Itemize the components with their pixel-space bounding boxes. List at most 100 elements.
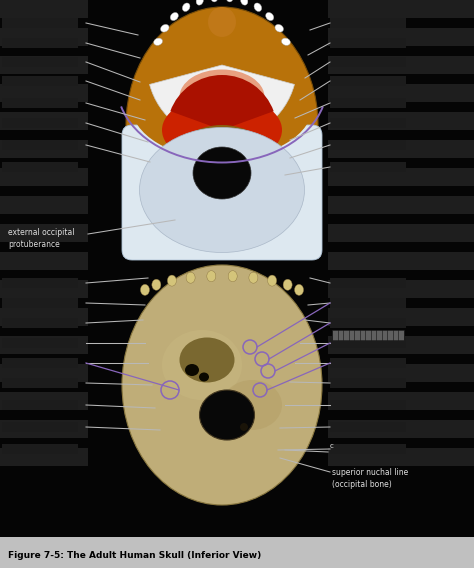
- Ellipse shape: [162, 95, 282, 165]
- Ellipse shape: [161, 24, 169, 32]
- Ellipse shape: [170, 12, 178, 20]
- Bar: [0, 140, 88, 158]
- Bar: [2, 76, 78, 86]
- Bar: [328, 84, 474, 102]
- Bar: [330, 76, 406, 86]
- Bar: [330, 358, 406, 368]
- Bar: [328, 140, 474, 158]
- Ellipse shape: [228, 271, 237, 282]
- Bar: [330, 118, 406, 128]
- Bar: [0, 252, 88, 270]
- Ellipse shape: [254, 3, 262, 11]
- Bar: [2, 298, 78, 308]
- Bar: [2, 378, 78, 388]
- Bar: [328, 168, 474, 186]
- Bar: [330, 140, 406, 150]
- Bar: [328, 56, 474, 74]
- Ellipse shape: [126, 7, 318, 243]
- Ellipse shape: [131, 51, 313, 159]
- Ellipse shape: [186, 272, 195, 283]
- Bar: [2, 118, 78, 128]
- Bar: [0, 84, 88, 102]
- Ellipse shape: [249, 272, 258, 283]
- Bar: [330, 278, 406, 288]
- Bar: [330, 400, 406, 410]
- Ellipse shape: [200, 390, 255, 440]
- Ellipse shape: [275, 24, 283, 32]
- Circle shape: [240, 423, 248, 431]
- Bar: [328, 196, 474, 214]
- Ellipse shape: [139, 127, 304, 253]
- Ellipse shape: [122, 265, 322, 505]
- Ellipse shape: [177, 125, 267, 185]
- Bar: [2, 278, 78, 288]
- Bar: [328, 280, 474, 298]
- Bar: [2, 444, 78, 454]
- Bar: [0, 56, 88, 74]
- Bar: [0, 448, 88, 466]
- Ellipse shape: [185, 364, 199, 376]
- Bar: [328, 364, 474, 382]
- Ellipse shape: [241, 0, 248, 5]
- Wedge shape: [170, 75, 273, 130]
- Bar: [330, 318, 406, 328]
- Ellipse shape: [268, 275, 277, 286]
- Bar: [330, 57, 406, 67]
- Bar: [2, 318, 78, 328]
- Bar: [0, 0, 88, 18]
- Ellipse shape: [282, 38, 290, 45]
- Bar: [0, 196, 88, 214]
- Bar: [0, 308, 88, 326]
- Bar: [330, 98, 406, 108]
- Bar: [328, 308, 474, 326]
- Ellipse shape: [222, 380, 282, 430]
- Bar: [328, 28, 474, 46]
- Bar: [330, 444, 406, 454]
- Ellipse shape: [140, 285, 149, 295]
- Ellipse shape: [167, 275, 176, 286]
- Bar: [0, 224, 88, 242]
- Bar: [0, 112, 88, 130]
- Ellipse shape: [226, 0, 233, 2]
- Bar: [2, 162, 78, 172]
- Text: external occipital
protuberance: external occipital protuberance: [8, 228, 74, 249]
- Bar: [2, 400, 78, 410]
- Bar: [328, 392, 474, 410]
- Bar: [0, 168, 88, 186]
- Bar: [0, 28, 88, 46]
- Bar: [330, 422, 406, 432]
- Ellipse shape: [207, 271, 216, 282]
- Bar: [328, 420, 474, 438]
- Bar: [2, 38, 78, 48]
- Wedge shape: [150, 65, 294, 140]
- Bar: [328, 448, 474, 466]
- Bar: [2, 18, 78, 28]
- Text: Figure 7-5: The Adult Human Skull (Inferior View): Figure 7-5: The Adult Human Skull (Infer…: [8, 550, 261, 559]
- Bar: [328, 252, 474, 270]
- Bar: [328, 112, 474, 130]
- Ellipse shape: [208, 7, 236, 37]
- Ellipse shape: [129, 105, 315, 245]
- Bar: [0, 364, 88, 382]
- Bar: [2, 140, 78, 150]
- Ellipse shape: [162, 330, 242, 400]
- Ellipse shape: [180, 69, 264, 124]
- Ellipse shape: [196, 0, 203, 5]
- Bar: [2, 98, 78, 108]
- Text: c: c: [330, 443, 334, 449]
- Bar: [0, 280, 88, 298]
- Bar: [328, 336, 474, 354]
- Ellipse shape: [154, 38, 163, 45]
- Ellipse shape: [199, 373, 209, 382]
- Bar: [330, 18, 406, 28]
- FancyBboxPatch shape: [122, 125, 322, 260]
- Ellipse shape: [193, 147, 251, 199]
- Bar: [0, 537, 474, 568]
- Bar: [2, 422, 78, 432]
- Bar: [332, 330, 404, 340]
- Bar: [2, 57, 78, 67]
- Ellipse shape: [180, 337, 235, 382]
- Ellipse shape: [152, 279, 161, 290]
- Bar: [0, 336, 88, 354]
- Bar: [330, 338, 406, 348]
